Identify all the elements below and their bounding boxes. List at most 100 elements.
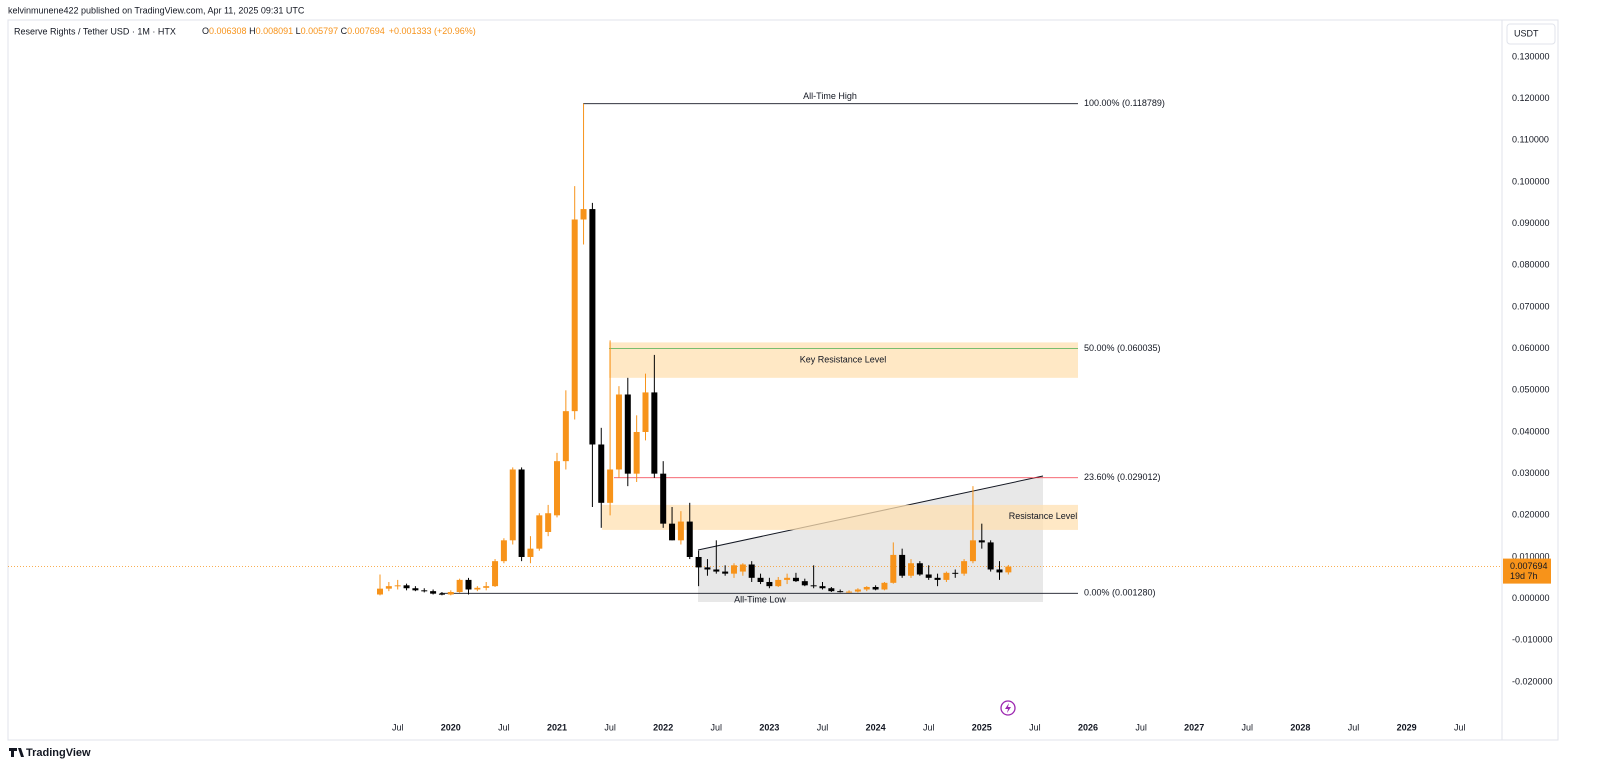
x-tick-label: 2025 [972,722,992,732]
candle-body [863,586,870,590]
candle-body [872,586,879,590]
candle-body [881,582,888,590]
candle-body [571,219,578,412]
candle-body [518,469,525,557]
y-tick-label: 0.000000 [1512,593,1550,603]
y-tick-label: 0.060000 [1512,343,1550,353]
x-tick-label: Jul [1242,722,1254,732]
candle-body [589,209,596,445]
candle-body [633,431,640,474]
y-tick-label: 0.070000 [1512,301,1550,311]
candle-body [483,586,490,588]
y-tick-label: -0.020000 [1512,676,1553,686]
fib-label: 100.00% (0.118789) [1084,98,1165,108]
x-tick-label: Jul [923,722,935,732]
x-tick-label: Jul [711,722,723,732]
zone-label: Key Resistance Level [800,354,887,364]
candle-body [792,577,799,582]
candle-body [377,588,383,595]
candle-body [500,540,507,562]
candle-body [854,589,861,592]
candle-body [899,554,906,576]
x-tick-label: 2029 [1397,722,1417,732]
candle-body [492,561,499,587]
ohlc-value: 0.006308 [209,26,247,36]
x-tick-label: Jul [1348,722,1360,732]
x-tick-label: Jul [498,722,510,732]
candle-body [704,567,711,570]
candle-body [447,591,454,595]
x-tick-label: 2026 [1078,722,1098,732]
tv-logo [9,748,24,757]
candle-body [748,564,755,578]
candle-body [801,581,808,586]
y-tick-label: 0.130000 [1512,51,1550,61]
x-tick-label: Jul [604,722,616,732]
candle-body [598,444,605,503]
chart-title: Reserve Rights / Tether USD · 1M · HTX [14,26,176,36]
candle-body [739,564,746,572]
candle-body [925,574,932,578]
candle-body [828,588,835,592]
annotation: All-Time High [803,91,857,101]
x-tick-label: 2024 [866,722,886,732]
candle-body [403,585,410,589]
y-tick-label: 0.010000 [1512,551,1550,561]
candle-body [669,523,676,541]
candle-body [969,540,976,562]
x-tick-label: 2021 [547,722,567,732]
y-tick-label: -0.010000 [1512,635,1553,645]
fib-label: 50.00% (0.060035) [1084,343,1161,353]
candle-body [819,586,826,589]
candle-body [731,565,737,574]
countdown: 19d 7h [1510,571,1538,581]
candle-body [421,590,428,592]
candle-body [527,548,534,557]
candle-body [536,515,543,549]
candle-body [722,571,729,574]
candle-body [810,585,817,587]
x-tick-label: 2020 [441,722,461,732]
price-tag [1503,558,1551,584]
candle-body [394,585,401,587]
candle-body [580,209,587,220]
candle-body [952,572,959,574]
candle-body [934,577,941,580]
fib-label: 0.00% (0.001280) [1084,588,1156,598]
y-tick-label: 0.110000 [1512,135,1549,145]
candle-body [509,469,516,541]
brand: TradingView [26,747,91,759]
y-tick-label: 0.020000 [1512,510,1550,520]
candle-body [784,577,791,580]
candle-body [677,521,684,541]
y-tick-label: 0.090000 [1512,218,1550,228]
candle-body [775,579,782,587]
x-tick-label: Jul [392,722,404,732]
candle-body [660,473,667,524]
y-tick-label: 0.040000 [1512,426,1550,436]
x-tick-label: Jul [1454,722,1466,732]
event-bolt [1005,703,1011,713]
y-tick-label: 0.030000 [1512,468,1550,478]
candle-body [996,569,1003,573]
change: +0.001333 (+20.96%) [389,26,476,36]
candle-body [713,569,720,572]
candle-body [766,581,773,587]
candle-body [412,588,419,591]
x-tick-label: 2027 [1184,722,1204,732]
currency: USDT [1514,28,1539,38]
candle-body [908,563,914,576]
x-tick-label: Jul [817,722,829,732]
fib-label: 23.60% (0.029012) [1084,472,1161,482]
candle-body [651,392,658,474]
y-tick-label: 0.050000 [1512,385,1550,395]
candle-body [757,577,764,582]
ohlc-value: 0.005797 [301,26,339,36]
candle-body [987,542,994,570]
candle-body [978,540,985,543]
candle-body [642,392,649,432]
candle-body [615,394,622,470]
currency-box[interactable] [1506,23,1556,45]
zone-label: Resistance Level [1009,511,1078,521]
candle-body [890,554,897,583]
